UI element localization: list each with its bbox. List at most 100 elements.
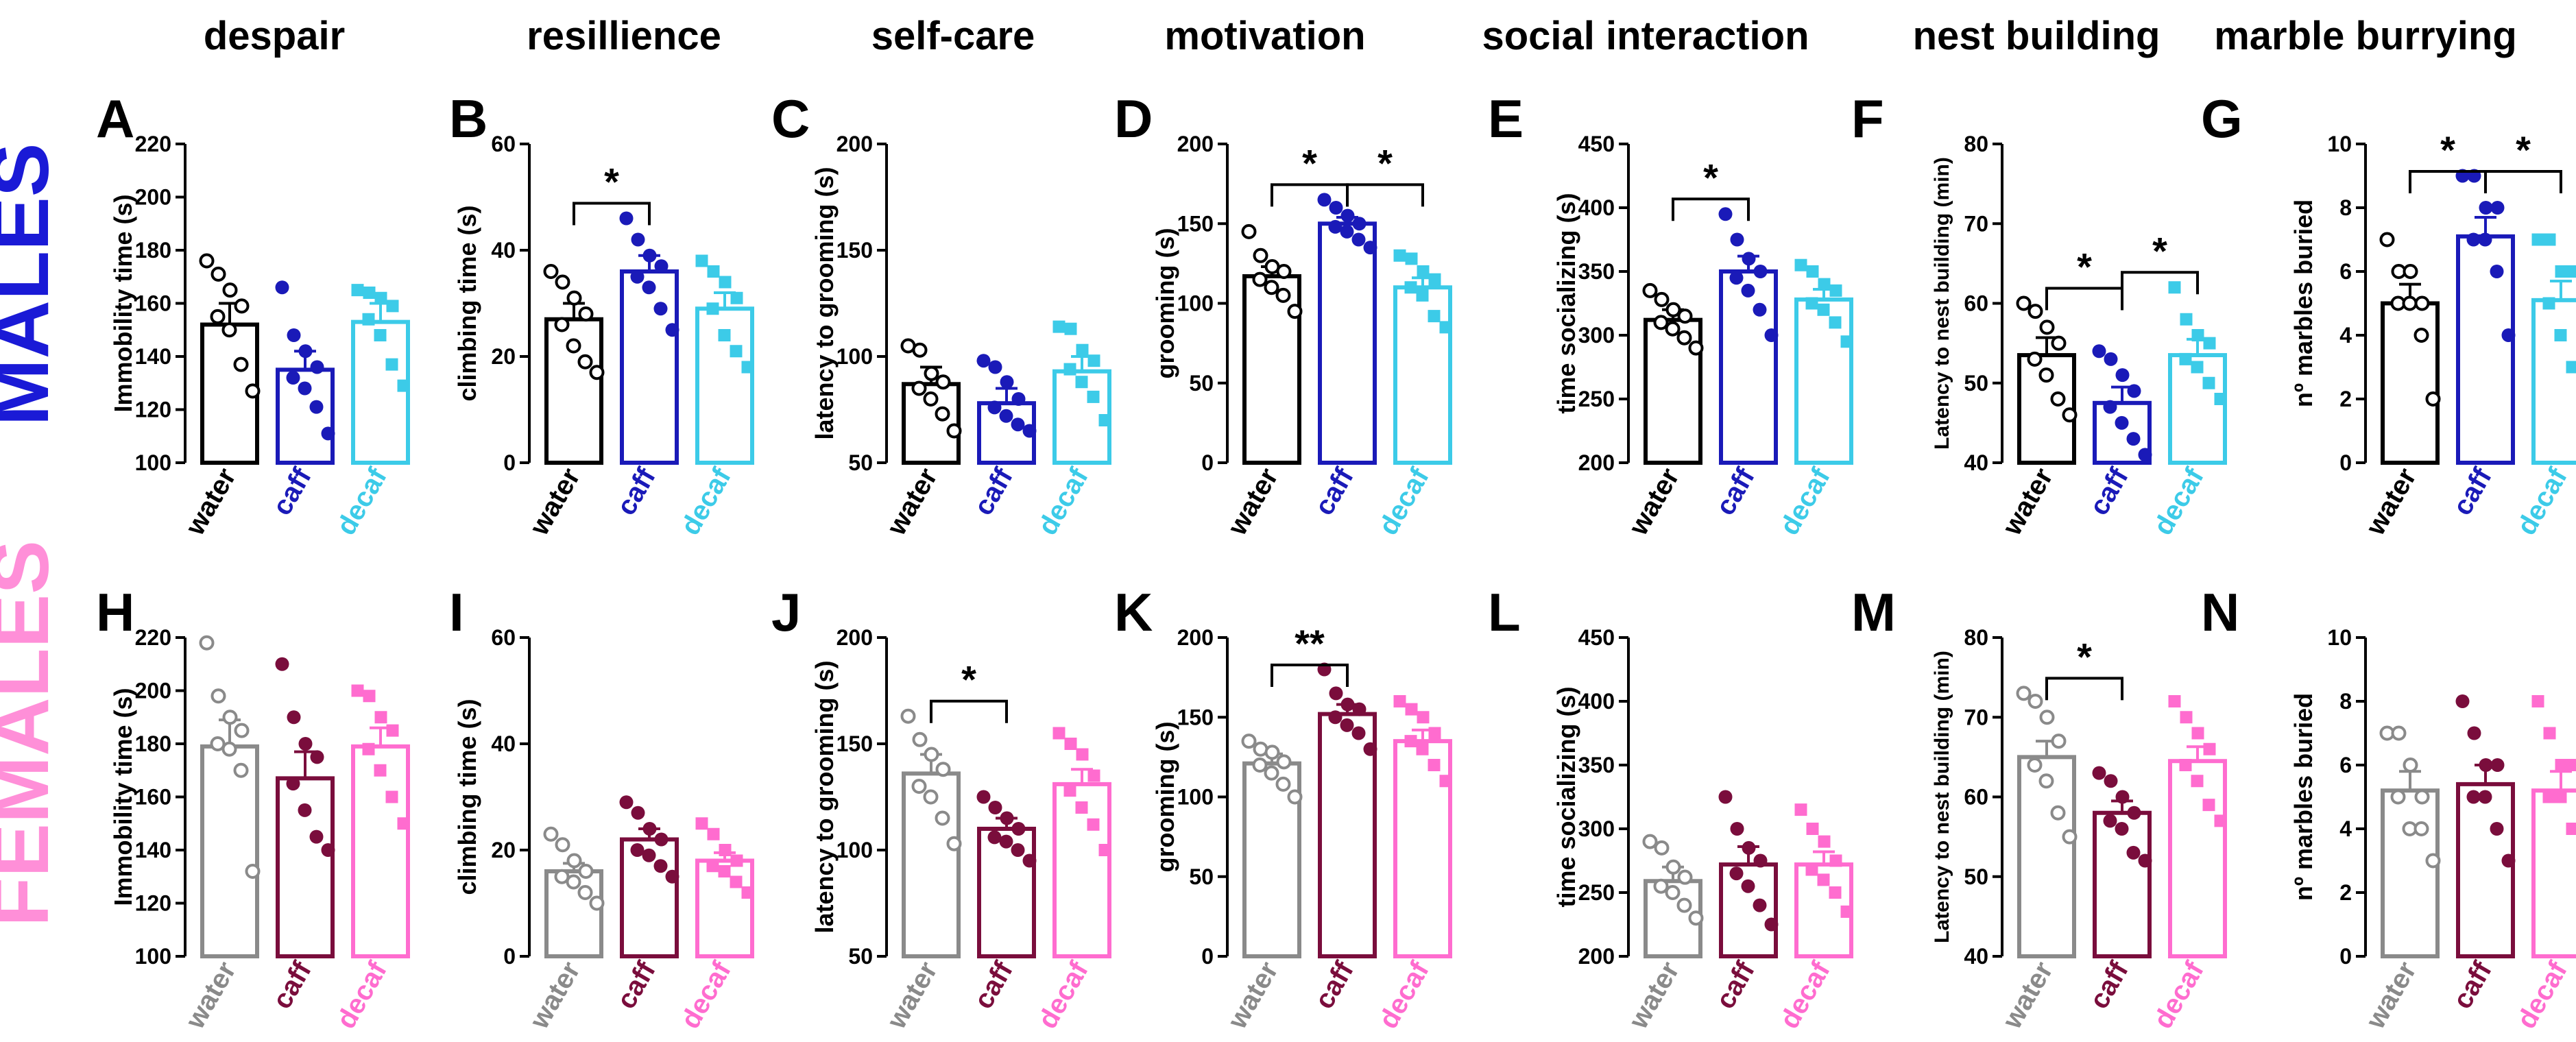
data-point <box>630 269 645 284</box>
y-axis-label: Immobility time (s) <box>109 688 137 906</box>
data-point <box>1011 392 1026 406</box>
data-point <box>1688 340 1704 356</box>
x-tick-label: decaf <box>675 463 737 540</box>
data-point <box>222 710 238 725</box>
data-point <box>1718 207 1733 221</box>
data-point <box>2027 351 2043 367</box>
data-point <box>642 848 656 862</box>
data-point <box>2531 695 2544 707</box>
data-point <box>1805 297 1818 310</box>
data-point <box>2191 361 2204 374</box>
x-tick-label: caff <box>968 463 1019 520</box>
x-tick-label: decaf <box>1373 956 1435 1034</box>
data-point <box>2531 233 2544 246</box>
data-point <box>1352 217 1367 231</box>
data-point <box>386 724 399 737</box>
panel-letter: C <box>771 88 810 149</box>
y-tick-label: 150 <box>836 731 873 756</box>
data-point <box>275 657 289 671</box>
x-tick-label: decaf <box>1032 956 1094 1034</box>
data-point <box>1076 343 1089 356</box>
data-point <box>543 264 559 279</box>
data-point <box>1328 219 1343 234</box>
data-point <box>2566 823 2576 835</box>
panel-K: K 0 50 100 150 200 grooming (s) water caff decaf *… <box>1114 582 1452 1034</box>
panel-H: H 100 120 140 160 180 200 220 Immobility time (s… <box>96 582 410 1034</box>
data-point <box>2104 352 2118 366</box>
data-point <box>1340 224 1354 239</box>
y-tick-label: 4 <box>2339 816 2352 841</box>
data-point <box>1805 863 1818 876</box>
x-tick-label: decaf <box>1032 463 1094 540</box>
data-point <box>2027 758 2043 773</box>
y-tick-label: 0 <box>1201 450 1214 475</box>
data-point <box>2214 814 2227 827</box>
data-point <box>1352 702 1367 716</box>
significance-label: * <box>2077 245 2092 289</box>
data-point <box>363 690 376 703</box>
panel-letter: H <box>96 582 134 642</box>
significance-bracket <box>930 699 1008 723</box>
data-point <box>221 322 237 338</box>
panel-letter: G <box>2201 88 2243 149</box>
data-point <box>2379 232 2395 247</box>
y-axis-label: grooming (s) <box>1151 228 1179 379</box>
data-point <box>374 711 387 724</box>
data-point <box>1252 758 1268 773</box>
bar-decaf <box>351 319 410 465</box>
data-point <box>924 747 939 762</box>
y-axis-label: nº marbles buried <box>2289 199 2318 407</box>
data-point <box>923 391 939 407</box>
data-point <box>221 741 237 757</box>
x-tick-label: decaf <box>2147 956 2210 1034</box>
data-point <box>999 834 1013 849</box>
data-point <box>222 282 238 298</box>
data-point <box>2126 432 2141 446</box>
x-tick-label: water <box>524 957 586 1034</box>
data-point <box>554 317 570 332</box>
data-point <box>654 832 669 847</box>
data-point <box>987 830 1002 845</box>
data-point <box>2191 727 2204 740</box>
data-point <box>2016 686 2032 701</box>
y-tick-label: 120 <box>135 891 171 916</box>
data-point <box>1794 803 1807 816</box>
y-tick-label: 200 <box>135 679 171 703</box>
data-point <box>741 886 754 899</box>
x-tick-label: caff <box>267 463 317 520</box>
data-point <box>976 790 991 804</box>
data-point <box>2414 295 2430 311</box>
data-point <box>362 742 375 755</box>
y-axis-label: climbing time (s) <box>453 205 481 401</box>
data-point <box>1794 258 1807 271</box>
data-point <box>1241 223 1257 239</box>
data-point <box>631 232 645 247</box>
row-label-males: MALES <box>0 143 66 426</box>
data-point <box>1742 840 1756 855</box>
data-point <box>1730 822 1744 836</box>
data-point <box>923 789 939 805</box>
data-point <box>2490 758 2505 772</box>
data-point <box>1098 844 1111 856</box>
panel-I: I 0 20 40 60 climbing time (s) water caff decaf <box>449 582 754 1034</box>
data-point <box>2039 710 2055 725</box>
data-point <box>1022 424 1037 438</box>
x-tick-label: water <box>1222 957 1284 1034</box>
data-point <box>2466 790 2481 804</box>
panel-letter: M <box>1851 582 1896 642</box>
y-tick-label: 6 <box>2339 259 2352 284</box>
x-tick-label: water <box>1222 463 1284 541</box>
y-tick-label: 150 <box>1177 705 1214 729</box>
x-tick-label: caff <box>611 463 662 520</box>
data-point <box>298 803 312 817</box>
data-point <box>1264 280 1279 295</box>
data-point <box>2179 759 2192 771</box>
data-point <box>245 864 261 879</box>
data-point <box>2403 758 2418 773</box>
data-point <box>2391 725 2407 741</box>
data-point <box>1688 910 1704 926</box>
y-tick-label: 140 <box>135 838 171 862</box>
y-tick-label: 60 <box>491 132 516 156</box>
data-point <box>2103 814 2117 828</box>
panel-letter: N <box>2201 582 2239 642</box>
